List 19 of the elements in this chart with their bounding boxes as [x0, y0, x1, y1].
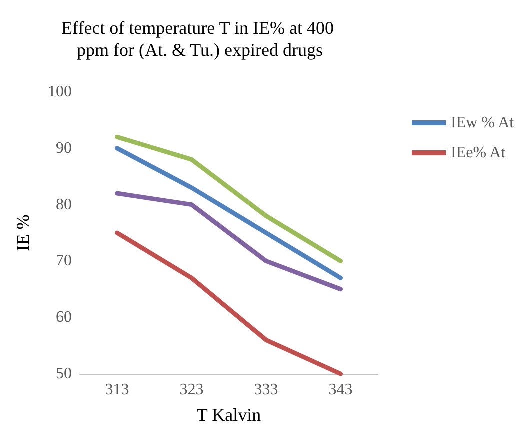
y-tick-label: 100	[48, 84, 72, 100]
y-tick-label: 80	[56, 196, 72, 214]
x-axis-title: T Kalvin	[196, 405, 262, 425]
y-tick-label: 70	[56, 252, 72, 270]
legend-label: IEe% At	[451, 144, 506, 162]
x-tick-label: 313	[105, 382, 130, 398]
y-tick-label: 90	[56, 140, 72, 157]
line-series	[115, 134, 343, 264]
line-series	[115, 191, 343, 292]
legend-label: IEw % At	[451, 114, 515, 132]
y-tick-label: 50	[56, 366, 72, 382]
line-series	[115, 146, 343, 280]
x-tick-label: 343	[328, 382, 353, 398]
chart-title: Effect of temperature T in IE% at 400 ppm for (At. & Tu.) expired drugs	[62, 18, 338, 60]
y-axis-title: IE %	[13, 214, 33, 252]
line-series	[115, 230, 343, 376]
x-tick-label: 333	[254, 382, 278, 398]
y-tick-label: 60	[56, 309, 72, 326]
x-tick-label: 323	[180, 382, 204, 398]
